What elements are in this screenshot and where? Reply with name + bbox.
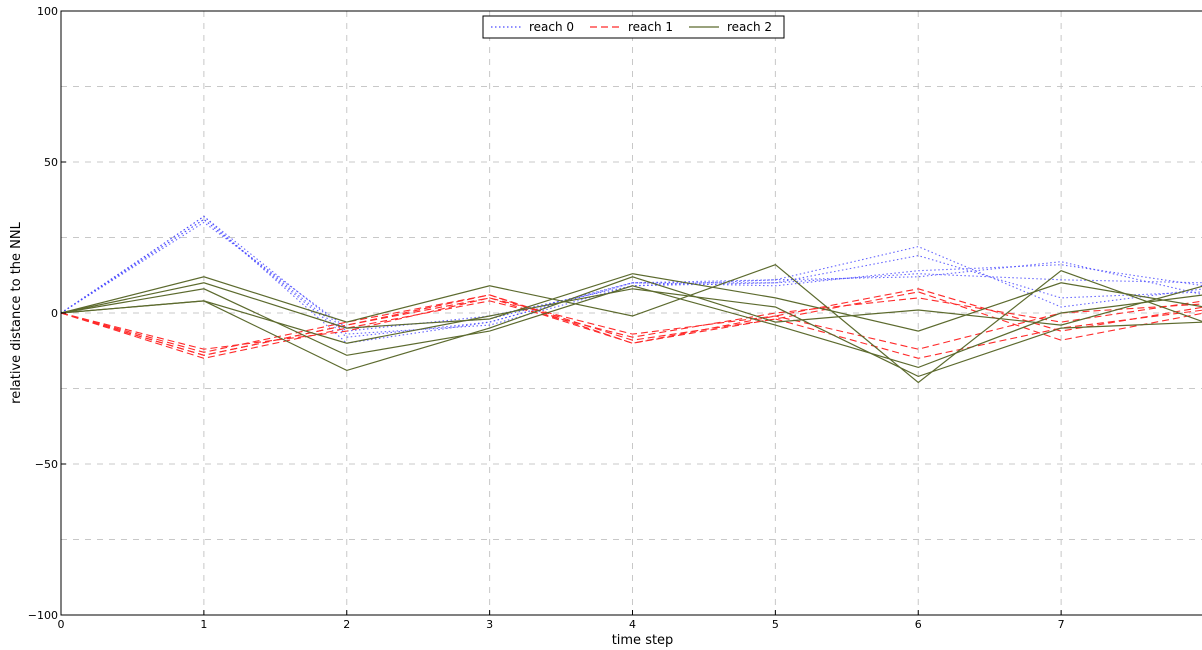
series-line-reach-1-7 xyxy=(60,297,1202,359)
series-line-reach-0-2 xyxy=(60,221,1202,329)
x-axis-label: time step xyxy=(612,633,674,648)
y-tick-label: 50 xyxy=(44,156,58,169)
x-tick-label: 3 xyxy=(486,618,493,631)
grid xyxy=(60,10,1202,616)
series-line-reach-0-4 xyxy=(60,218,1202,338)
series-line-reach-1-5 xyxy=(60,288,1202,356)
y-tick-label: 100 xyxy=(37,5,58,18)
series-line-reach-1-6 xyxy=(60,291,1202,353)
x-tick-label: 5 xyxy=(772,618,779,631)
legend-label-2: reach 2 xyxy=(727,20,772,34)
ticks: 0 1 2 3 4 5 6 7 100 50 0 −50 −100 xyxy=(28,5,1065,631)
y-tick-label: −50 xyxy=(35,458,58,471)
x-tick-label: 4 xyxy=(629,618,636,631)
x-tick-label: 0 xyxy=(58,618,65,631)
series-line-reach-2-11 xyxy=(60,273,1202,332)
legend-label-0: reach 0 xyxy=(529,20,574,34)
y-tick-label: 0 xyxy=(51,307,58,320)
series-line-reach-1-9 xyxy=(60,294,1202,359)
legend: reach 0 reach 1 reach 2 xyxy=(482,15,785,39)
x-tick-label: 7 xyxy=(1058,618,1065,631)
legend-box xyxy=(482,15,785,39)
y-axis-label: relative distance to the NNL xyxy=(9,221,24,403)
x-tick-label: 2 xyxy=(343,618,350,631)
series-line-reach-2-13 xyxy=(60,285,1202,369)
series-line-reach-2-10 xyxy=(60,264,1202,384)
series-line-reach-1-8 xyxy=(60,297,1202,350)
series-layer xyxy=(60,215,1202,384)
x-tick-label: 6 xyxy=(915,618,922,631)
y-tick-label: −100 xyxy=(28,609,58,622)
x-tick-label: 1 xyxy=(200,618,207,631)
series-line-reach-2-12 xyxy=(60,276,1202,372)
legend-label-1: reach 1 xyxy=(628,20,673,34)
series-line-reach-2-14 xyxy=(60,288,1202,378)
